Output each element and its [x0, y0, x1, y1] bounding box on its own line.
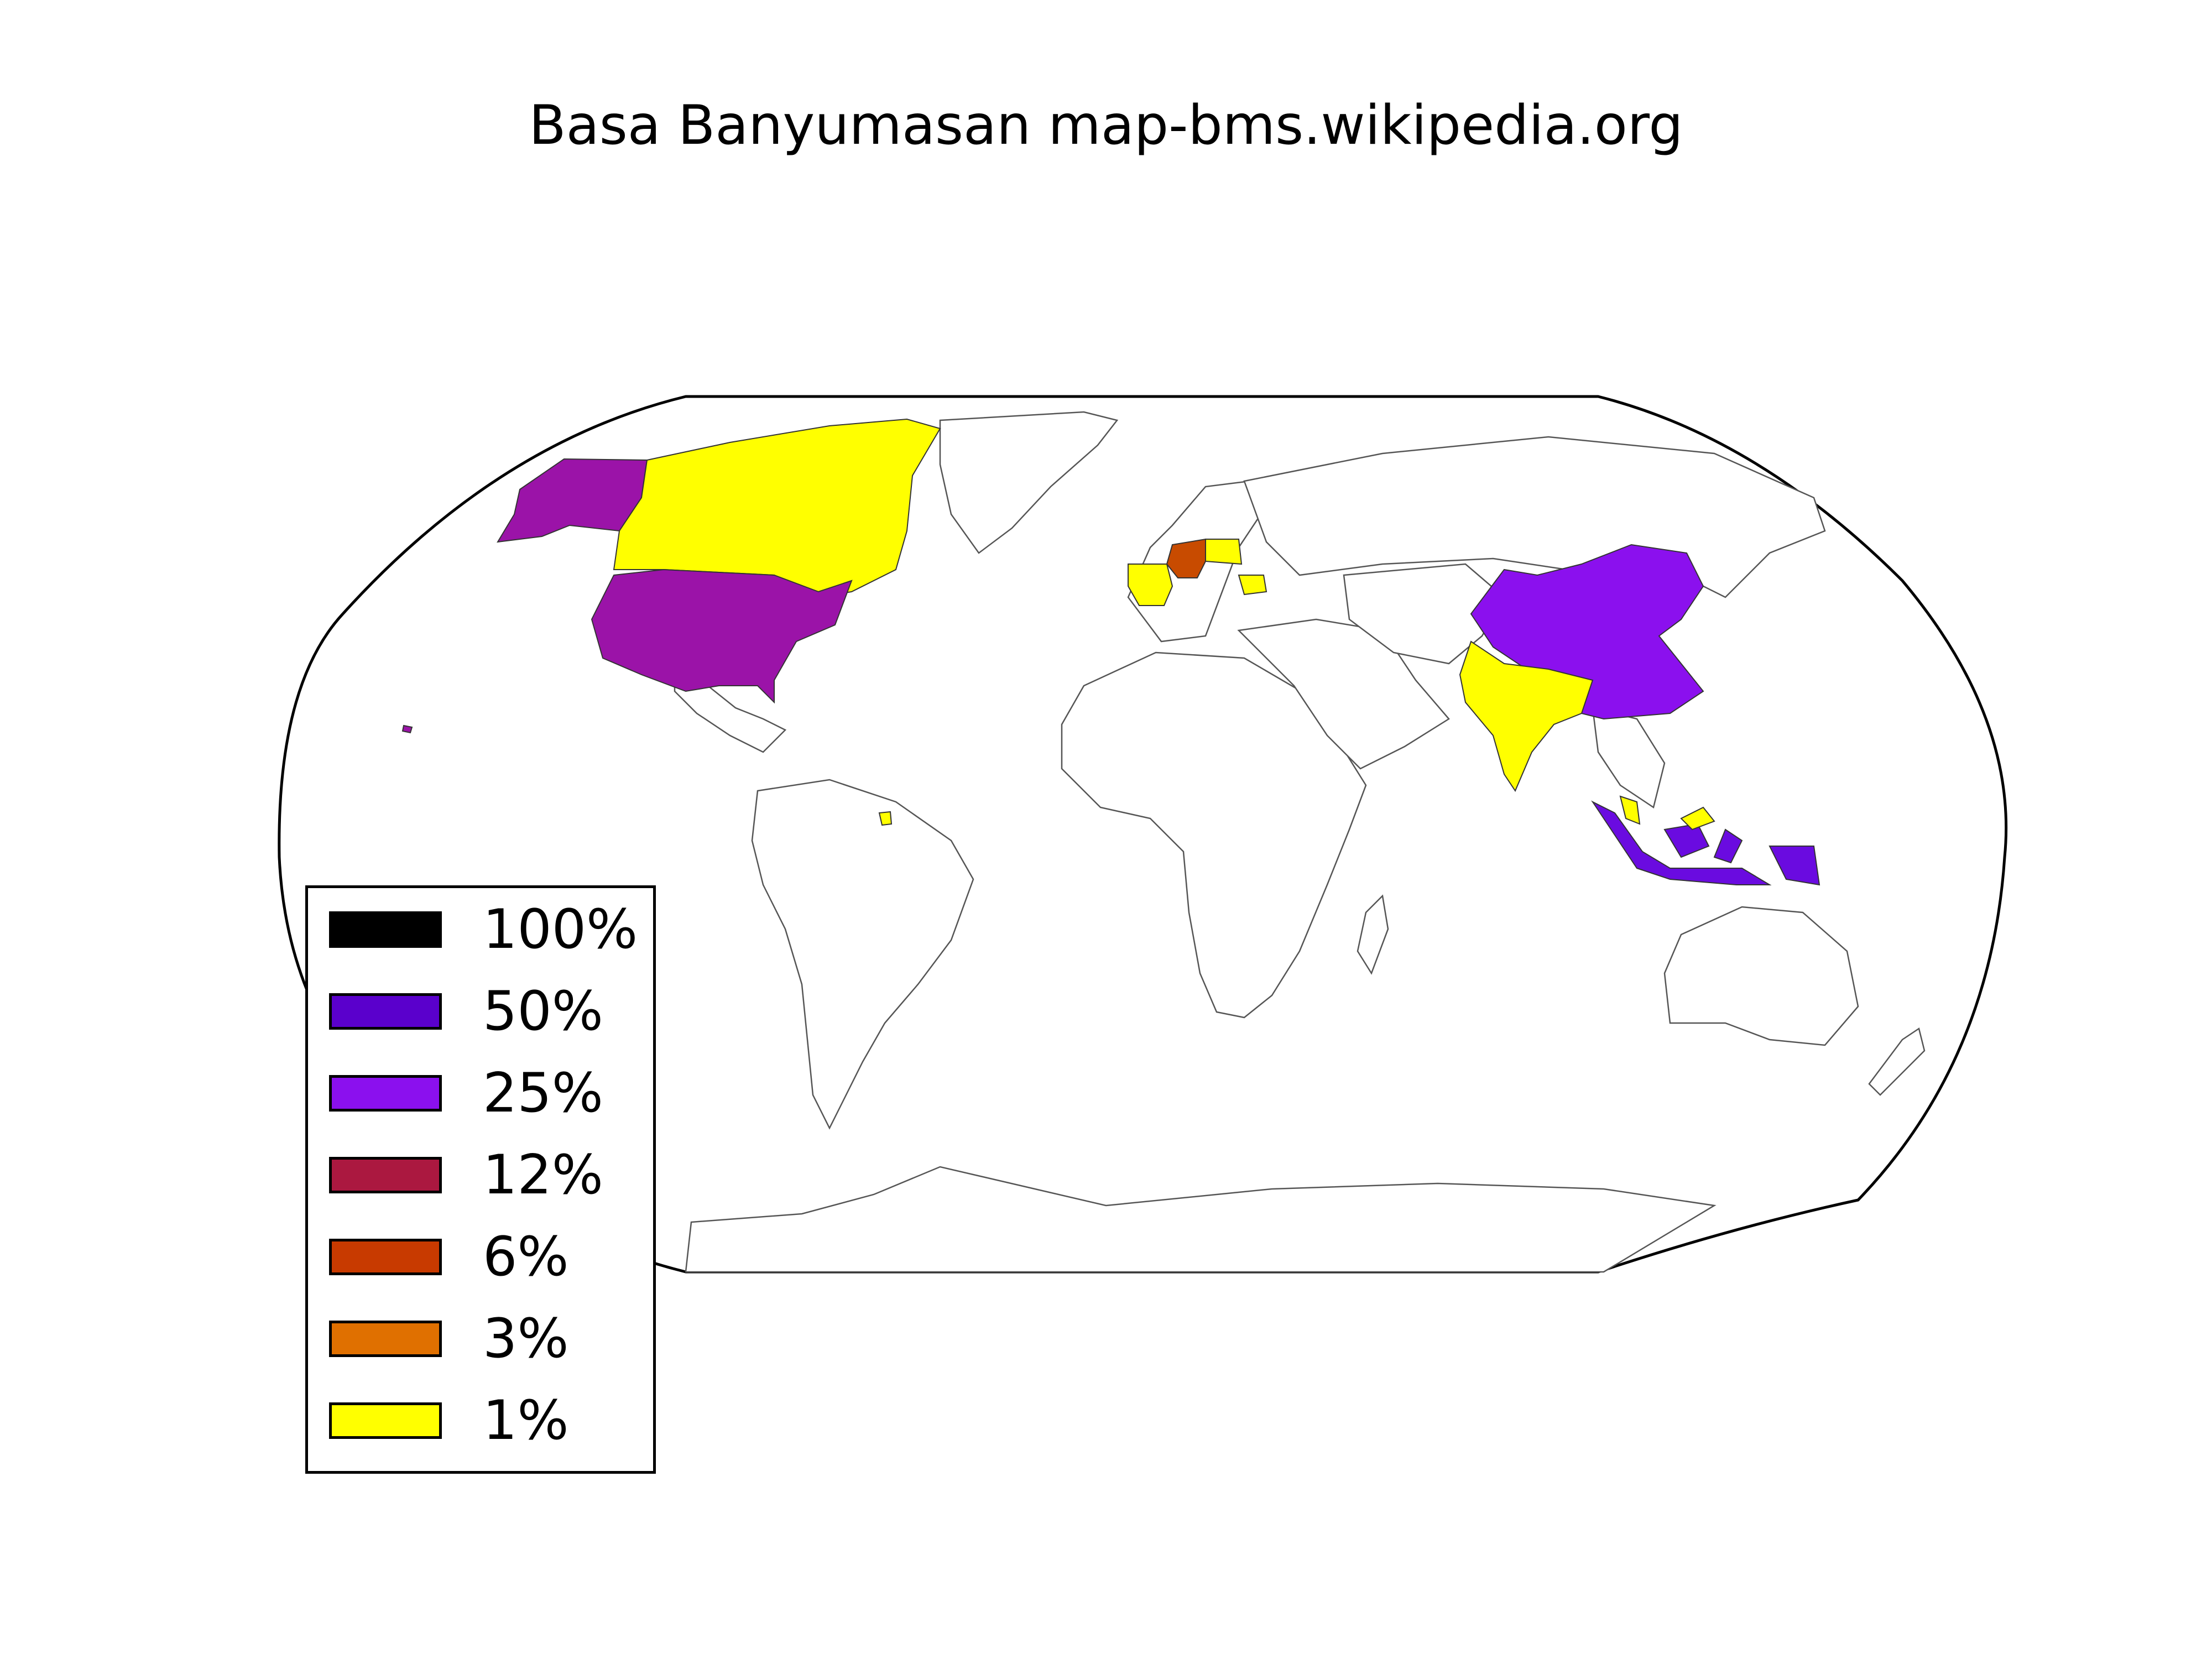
central-asia: [1343, 563, 1505, 665]
region-usa: [591, 568, 853, 704]
legend-label: 1%: [483, 1389, 569, 1452]
legend-label: 100%: [483, 898, 638, 961]
legend-label: 3%: [483, 1307, 569, 1370]
antarctica: [685, 1166, 1717, 1273]
region-hawaii: [401, 724, 413, 734]
region-canada: [613, 418, 941, 598]
new-zealand: [1868, 1027, 1926, 1096]
australia: [1663, 906, 1859, 1046]
central-america: [674, 667, 787, 753]
middle-east: [1237, 618, 1450, 770]
legend-swatch: [329, 1157, 442, 1193]
legend-item: 3%: [329, 1312, 568, 1366]
legend-swatch: [329, 911, 442, 948]
region-malaysia: [1619, 795, 1715, 831]
legend-item: 100%: [329, 902, 638, 957]
region-china: [1470, 544, 1704, 720]
region-poland: [1205, 539, 1243, 565]
region-indonesia: [1591, 800, 1820, 886]
legend: 100% 50% 25% 12% 6% 3% 1%: [305, 885, 656, 1474]
legend-label: 12%: [483, 1144, 603, 1207]
south-america: [751, 779, 974, 1130]
region-france: [1128, 564, 1173, 606]
madagascar: [1357, 894, 1389, 975]
region-hungary: [1238, 575, 1267, 596]
region-india: [1459, 640, 1594, 792]
legend-label: 25%: [483, 1062, 603, 1125]
greenland: [939, 411, 1119, 554]
legend-label: 50%: [483, 980, 603, 1043]
region-germany: [1166, 538, 1206, 578]
legend-item: 12%: [329, 1148, 603, 1202]
legend-item: 6%: [329, 1230, 568, 1284]
legend-swatch: [329, 1075, 442, 1112]
legend-item: 1%: [329, 1394, 568, 1448]
legend-item: 50%: [329, 984, 603, 1039]
legend-label: 6%: [483, 1225, 569, 1288]
legend-swatch: [329, 1402, 442, 1439]
map-title: Basa Banyumasan map-bms.wikipedia.org: [529, 94, 1683, 157]
southeast-asia: [1592, 707, 1666, 809]
legend-item: 25%: [329, 1066, 603, 1120]
legend-swatch: [329, 1321, 442, 1357]
legend-swatch: [329, 1239, 442, 1275]
region-suriname: [878, 811, 893, 826]
region-alaska: [497, 458, 648, 543]
legend-swatch: [329, 993, 442, 1030]
